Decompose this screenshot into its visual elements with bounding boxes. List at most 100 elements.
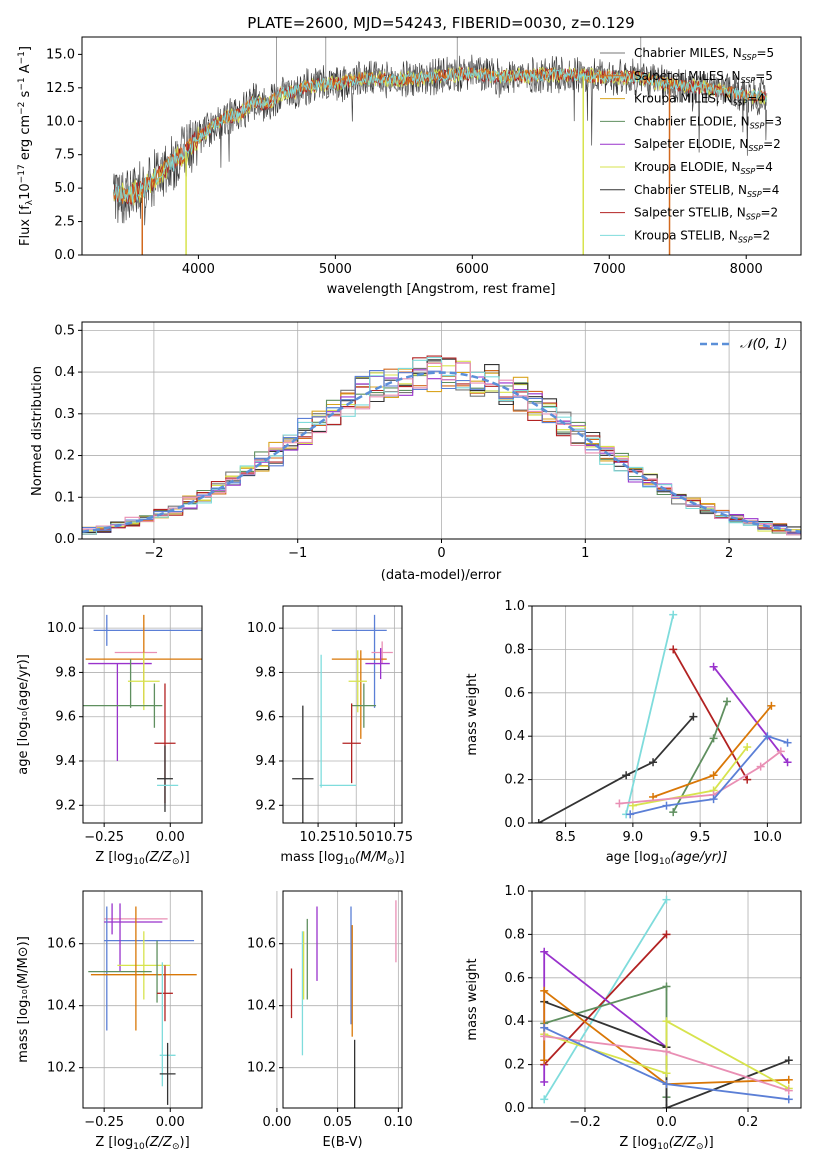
p8-marker xyxy=(540,947,549,956)
histogram-xtick-label: −1 xyxy=(288,546,307,561)
p5-marker xyxy=(783,738,792,747)
p8-marker xyxy=(784,1086,793,1095)
p5-marker xyxy=(689,712,698,721)
p4-xlabel: mass [log10(M/M⊙)] xyxy=(280,850,404,867)
histogram-ytick-label: 0.5 xyxy=(54,323,75,338)
age-vs-mass-panel: 10.25 10.50 10.75 9.2 9.4 9.6 9.8 10.0 mass [log… xyxy=(247,605,413,867)
p3-errorbar-11 xyxy=(157,745,173,812)
p5-marker xyxy=(709,795,718,804)
spectrum-ytick-label: 12.5 xyxy=(46,81,75,96)
p8-marker xyxy=(784,1075,793,1084)
p4-ytick-label: 9.8 xyxy=(255,665,276,680)
p4-errorbar-11 xyxy=(292,705,314,823)
p8-series-4 xyxy=(543,1000,790,1108)
p6-ticks: −0.25 0.00 10.2 10.4 10.6 xyxy=(47,937,185,1130)
p4-errorbar-2 xyxy=(371,641,393,664)
p5-marker xyxy=(743,775,752,784)
p8-ytick-label: 0.2 xyxy=(504,1058,525,1073)
p8-marker xyxy=(540,986,549,995)
p5-marker xyxy=(626,810,635,819)
p3-ticks: −0.25 0.00 9.2 9.4 9.6 9.8 10.0 xyxy=(47,621,185,845)
p5-xtick-label: 9.5 xyxy=(690,830,711,845)
legend-label-0: Chabrier MILES, NSSP=5 xyxy=(634,46,774,62)
p5-ylabel: mass weight xyxy=(465,673,480,755)
p7-ytick-label: 10.2 xyxy=(247,1061,276,1076)
p3-errorbar-7 xyxy=(127,652,160,711)
p4-ytick-label: 9.2 xyxy=(255,798,276,813)
histogram-xtick-label: −2 xyxy=(144,546,163,561)
p8-axes-frame xyxy=(531,890,802,1109)
p5-marker xyxy=(709,662,718,671)
p4-xtick-label: 10.25 xyxy=(299,830,336,845)
p6-marks xyxy=(88,903,197,1105)
p8-marker xyxy=(662,1104,671,1108)
histogram-ytick-label: 0.4 xyxy=(54,365,75,380)
mass-weight-vs-age-panel: 8.5 9.0 9.5 10.0 0.0 0.2 0.4 0.6 0.8 1.0 age [log1… xyxy=(465,599,802,867)
spectrum-panel: PLATE=2600, MJD=54243, FIBERID=0030, z=0… xyxy=(17,14,802,297)
p8-marker xyxy=(662,1017,671,1026)
p5-ytick-label: 0.0 xyxy=(504,816,525,831)
legend-label-4: Salpeter ELODIE, NSSP=2 xyxy=(634,137,781,153)
spectrum-traces xyxy=(113,37,768,255)
p5-xtick-label: 9.0 xyxy=(623,830,644,845)
p6-axes-frame xyxy=(82,890,203,1109)
legend-label-2: Kroupa MILES, NSSP=4 xyxy=(634,92,765,108)
p8-ytick-label: 0.0 xyxy=(504,1101,525,1116)
p3-marks xyxy=(83,614,202,812)
p8-marker xyxy=(540,1056,549,1065)
p8-ytick-label: 1.0 xyxy=(504,884,525,899)
histogram-legend: 𝒩(0, 1) xyxy=(700,337,787,352)
p8-marker xyxy=(662,1047,671,1056)
mass-vs-extinction-panel: 0.00 0.05 0.10 10.2 10.4 10.6 E(B-V) xyxy=(247,890,413,1150)
p5-ytick-label: 0.8 xyxy=(504,642,525,657)
p6-grid xyxy=(83,891,202,1108)
mass-vs-metallicity-panel: −0.25 0.00 10.2 10.4 10.6 Z [log10(Z/Z⊙)] mass… xyxy=(16,890,203,1152)
p5-marker xyxy=(776,747,785,756)
p8-marker xyxy=(784,1095,793,1104)
histogram-ytick-label: 0.3 xyxy=(54,407,75,422)
histogram-ylabel: Normed distribution xyxy=(30,366,45,496)
histogram-ytick-label: 0.0 xyxy=(54,532,75,547)
p3-grid xyxy=(83,606,202,823)
p8-marker xyxy=(784,1056,793,1065)
p5-marker xyxy=(669,645,678,654)
spectrum-ylabel: Flux [fλ10−17 erg cm−2 s−1 A−1] xyxy=(17,46,35,246)
p8-ticks: −0.2 0.0 0.2 0.0 0.2 0.4 0.6 0.8 1.0 xyxy=(504,884,758,1130)
p8-marker xyxy=(662,930,671,939)
p8-marker xyxy=(540,1095,549,1104)
p7-marks xyxy=(290,900,397,1108)
spectrum-ytick-label: 2.5 xyxy=(54,215,75,230)
spectrum-ytick-label: 7.5 xyxy=(54,148,75,163)
histogram-ticks: −2 −1 0 1 2 0.0 0.1 0.2 0.3 0.4 0.5 xyxy=(54,323,733,561)
p8-xtick-label: −0.2 xyxy=(569,1115,601,1130)
p8-marks xyxy=(540,895,793,1108)
p5-ytick-label: 0.4 xyxy=(504,729,525,744)
spectrum-axes-frame xyxy=(81,36,802,256)
spectrum-xtick-label: 5000 xyxy=(319,262,352,277)
spectrum-title: PLATE=2600, MJD=54243, FIBERID=0030, z=0… xyxy=(247,14,634,32)
p8-xlabel: Z [log10(Z/Z⊙)] xyxy=(619,1135,713,1152)
p3-ytick-label: 9.4 xyxy=(55,754,76,769)
spectrum-ytick-label: 0.0 xyxy=(54,248,75,263)
spectrum-xtick-label: 4000 xyxy=(182,262,215,277)
legend-label-7: Salpeter STELIB, NSSP=2 xyxy=(634,206,778,222)
p4-errorbar-8 xyxy=(351,683,377,728)
p4-xtick-label: 10.75 xyxy=(376,830,413,845)
p8-marker xyxy=(540,1077,549,1086)
spectrum-xlabel: wavelength [Angstrom, rest frame] xyxy=(327,282,556,297)
legend-label-1: Salpeter MILES, NSSP=5 xyxy=(634,69,773,85)
p5-marker xyxy=(669,610,678,619)
p7-ytick-label: 10.4 xyxy=(247,999,276,1014)
legend-normal-label: 𝒩(0, 1) xyxy=(740,337,787,352)
spectrum-ytick-label: 15.0 xyxy=(46,47,75,62)
p5-marker xyxy=(534,819,543,823)
spectrum-xtick-label: 8000 xyxy=(730,262,763,277)
p3-axes-frame xyxy=(82,605,203,824)
p4-ticks: 10.25 10.50 10.75 9.2 9.4 9.6 9.8 10.0 xyxy=(247,621,413,845)
p8-marker xyxy=(662,1069,671,1078)
p5-marker xyxy=(662,801,671,810)
p4-ytick-label: 10.0 xyxy=(247,621,276,636)
p5-series-2 xyxy=(672,648,748,781)
residual-histogram-panel: −2 −1 0 1 2 0.0 0.1 0.2 0.3 0.4 0.5 𝒩(0, 1) (data-… xyxy=(30,321,802,583)
legend-label-8: Kroupa STELIB, NSSP=2 xyxy=(634,228,770,244)
